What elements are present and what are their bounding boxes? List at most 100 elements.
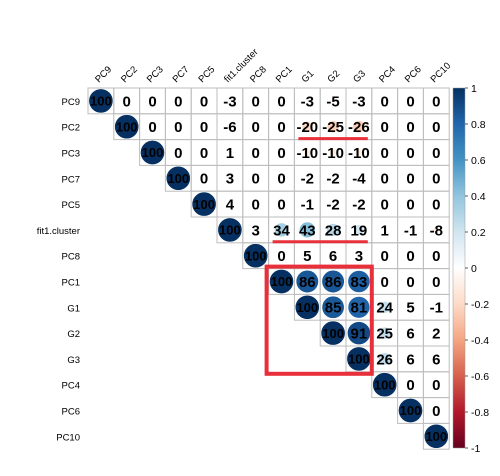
correlation-value: 100 xyxy=(116,119,138,134)
correlation-value: 6 xyxy=(406,351,414,368)
correlation-value: 100 xyxy=(193,197,215,212)
correlation-value: 34 xyxy=(273,222,290,239)
correlation-value: 0 xyxy=(432,377,440,394)
correlation-value: -1 xyxy=(430,300,443,317)
correlation-value: 0 xyxy=(406,145,414,162)
correlation-value: 0 xyxy=(406,197,414,214)
correlation-value: -2 xyxy=(326,197,339,214)
correlation-value: 0 xyxy=(252,119,260,136)
column-label: G1 xyxy=(300,68,317,85)
correlation-value: -20 xyxy=(296,119,318,136)
column-label: G3 xyxy=(351,68,368,85)
correlation-value: 0 xyxy=(252,93,260,110)
column-label: PC7 xyxy=(171,64,192,85)
correlation-value: 26 xyxy=(376,351,393,368)
correlation-value: 100 xyxy=(348,352,370,367)
correlation-value: 100 xyxy=(271,274,293,289)
correlation-value: 0 xyxy=(174,145,182,162)
correlation-value: 100 xyxy=(219,223,241,238)
correlation-value: 100 xyxy=(142,145,164,160)
column-label: PC10 xyxy=(429,61,454,86)
correlation-value: 0 xyxy=(381,93,389,110)
correlation-value: 100 xyxy=(167,171,189,186)
row-label: PC1 xyxy=(62,278,80,289)
correlation-value: 0 xyxy=(200,93,208,110)
correlation-value: 0 xyxy=(381,197,389,214)
correlation-value: 0 xyxy=(252,145,260,162)
correlation-value: 0 xyxy=(381,145,389,162)
correlation-value: 3 xyxy=(355,248,363,265)
correlation-value: 0 xyxy=(174,93,182,110)
correlation-value: 0 xyxy=(123,93,131,110)
correlation-value: 86 xyxy=(299,274,316,291)
correlation-value: 0 xyxy=(277,171,285,188)
row-label: PC5 xyxy=(62,200,80,211)
correlation-value: 0 xyxy=(277,119,285,136)
correlation-value: -3 xyxy=(352,93,365,110)
legend-tick-label: 0.2 xyxy=(471,227,486,239)
correlation-value: 91 xyxy=(351,326,368,343)
correlation-value: 0 xyxy=(252,171,260,188)
row-label: PC3 xyxy=(62,149,80,160)
correlation-value: -5 xyxy=(326,93,339,110)
correlation-value: -2 xyxy=(352,197,365,214)
correlation-value: -4 xyxy=(352,171,366,188)
correlation-value: 0 xyxy=(148,119,156,136)
correlation-value: 43 xyxy=(299,222,316,239)
row-label: PC4 xyxy=(62,381,80,392)
correlation-value: -10 xyxy=(296,145,318,162)
correlation-value: 0 xyxy=(381,248,389,265)
correlation-value: 0 xyxy=(406,93,414,110)
row-labels: PC9PC2PC3PC7PC5fit1.clusterPC8PC1G1G2G3P… xyxy=(37,97,80,443)
correlation-value: 5 xyxy=(406,300,414,317)
column-label: G2 xyxy=(325,68,342,85)
legend-tick-label: -0.4 xyxy=(471,335,489,347)
correlation-value: -10 xyxy=(322,145,344,162)
correlation-value: 100 xyxy=(425,429,447,444)
correlation-value: -10 xyxy=(348,145,370,162)
correlation-value: 86 xyxy=(325,274,342,291)
correlation-value: -3 xyxy=(223,93,236,110)
legend-tick-label: -0.2 xyxy=(471,299,489,311)
correlation-value: -2 xyxy=(301,171,314,188)
column-label: PC2 xyxy=(119,64,140,85)
column-label: PC8 xyxy=(248,64,269,85)
correlation-value: 4 xyxy=(226,197,235,214)
correlation-value: -1 xyxy=(301,197,314,214)
correlation-value: 0 xyxy=(277,93,285,110)
row-label: G3 xyxy=(67,355,80,366)
correlation-value: 100 xyxy=(245,248,267,263)
correlation-value: 1 xyxy=(226,145,234,162)
correlation-value: -25 xyxy=(322,119,344,136)
column-label: PC1 xyxy=(274,64,295,85)
row-label: PC9 xyxy=(62,97,80,108)
correlation-value: 0 xyxy=(200,145,208,162)
correlation-value: -2 xyxy=(326,171,339,188)
column-label: PC9 xyxy=(93,64,114,85)
correlation-value: 85 xyxy=(325,300,342,317)
correlation-value: 0 xyxy=(406,119,414,136)
correlation-value: 0 xyxy=(381,119,389,136)
correlation-value: 0 xyxy=(148,93,156,110)
row-label: PC6 xyxy=(62,407,80,418)
correlation-value: 0 xyxy=(200,171,208,188)
legend-tick-label: 0.8 xyxy=(471,119,486,131)
correlation-value: 100 xyxy=(400,403,422,418)
correlation-value: 0 xyxy=(432,93,440,110)
correlation-value: 0 xyxy=(406,274,414,291)
row-label: PC8 xyxy=(62,252,80,263)
row-label: PC7 xyxy=(62,174,80,185)
correlation-value: 0 xyxy=(432,248,440,265)
correlation-value: 2 xyxy=(432,326,440,343)
correlation-value: 0 xyxy=(277,197,285,214)
legend-tick-label: -1 xyxy=(471,443,480,455)
correlation-value: 83 xyxy=(351,274,368,291)
correlation-value: 0 xyxy=(174,119,182,136)
correlation-value: -26 xyxy=(348,119,370,136)
correlation-value: 0 xyxy=(432,145,440,162)
correlation-value: 28 xyxy=(325,222,342,239)
correlation-value: 3 xyxy=(226,171,234,188)
correlation-value: -3 xyxy=(301,93,314,110)
color-legend: 10.80.60.40.20-0.2-0.4-0.6-0.8-1 xyxy=(453,83,489,455)
